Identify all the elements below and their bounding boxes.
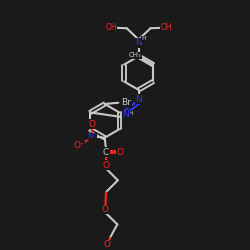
Text: N⁺: N⁺ bbox=[87, 134, 96, 140]
Text: C: C bbox=[103, 148, 109, 156]
Text: OH: OH bbox=[160, 23, 172, 32]
Text: N: N bbox=[135, 38, 142, 47]
Text: O: O bbox=[117, 148, 124, 156]
Text: O: O bbox=[102, 205, 109, 214]
Text: H: H bbox=[142, 36, 146, 42]
Text: O: O bbox=[104, 240, 110, 250]
Text: H: H bbox=[129, 111, 134, 116]
Text: N: N bbox=[135, 95, 142, 104]
Text: OH: OH bbox=[105, 23, 117, 32]
Text: O: O bbox=[102, 161, 110, 170]
Text: O: O bbox=[88, 120, 95, 128]
Text: N: N bbox=[122, 110, 129, 119]
Text: CH₃: CH₃ bbox=[129, 52, 142, 58]
Text: O⁻: O⁻ bbox=[73, 141, 85, 150]
Text: Br: Br bbox=[122, 98, 132, 107]
